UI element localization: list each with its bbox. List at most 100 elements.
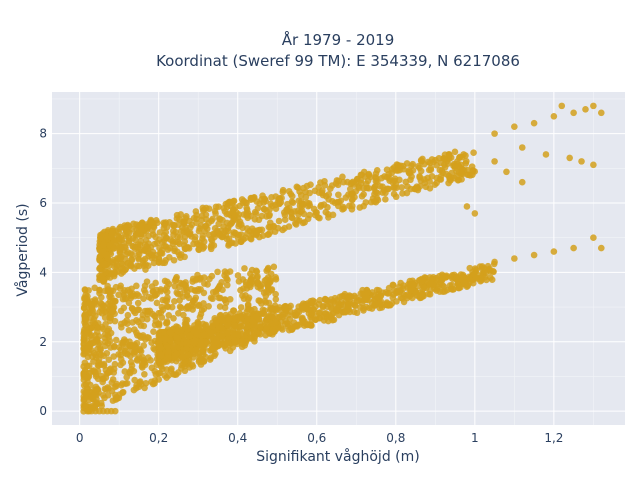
data-point <box>530 251 538 259</box>
data-point <box>231 322 238 329</box>
data-point <box>161 336 169 344</box>
data-point <box>165 311 173 319</box>
data-point <box>332 306 340 313</box>
data-point <box>163 302 171 310</box>
data-point <box>445 179 452 187</box>
data-point <box>186 332 194 340</box>
data-point <box>254 204 262 212</box>
data-point <box>170 222 178 230</box>
data-point <box>171 277 179 285</box>
data-point <box>224 330 231 337</box>
data-point <box>188 361 196 368</box>
data-point <box>175 309 182 317</box>
data-point <box>491 258 498 266</box>
data-point <box>170 315 177 322</box>
data-point <box>134 254 142 261</box>
data-point <box>131 376 138 384</box>
data-point <box>201 223 209 230</box>
data-point <box>264 231 271 238</box>
data-point <box>157 249 165 257</box>
x-tick-label: 1,2 <box>544 431 563 445</box>
data-point <box>153 299 161 307</box>
data-point <box>235 211 243 218</box>
data-point <box>398 184 405 191</box>
data-point <box>269 202 276 210</box>
data-point <box>135 248 142 256</box>
data-point <box>121 349 129 357</box>
data-point <box>290 319 298 326</box>
data-point <box>197 310 205 318</box>
data-point <box>81 286 89 294</box>
data-point <box>433 287 440 294</box>
data-point <box>344 303 352 311</box>
data-point <box>237 221 245 228</box>
data-point <box>346 202 353 210</box>
data-point <box>295 308 303 316</box>
data-point <box>201 280 208 287</box>
data-point <box>219 331 226 339</box>
data-point <box>388 165 396 173</box>
data-point <box>105 356 113 364</box>
data-point <box>108 308 116 315</box>
data-point <box>100 276 107 283</box>
data-point <box>212 203 220 211</box>
data-point <box>210 344 217 352</box>
data-point <box>386 175 393 182</box>
data-point <box>210 242 218 249</box>
data-point <box>451 148 459 156</box>
data-point <box>590 161 597 169</box>
data-point <box>89 310 97 317</box>
data-point <box>491 130 498 137</box>
data-point <box>334 181 342 189</box>
data-point <box>300 304 308 311</box>
x-tick-label: 0,6 <box>307 431 326 445</box>
data-point <box>426 280 434 288</box>
data-point <box>239 337 246 345</box>
data-point <box>241 265 248 272</box>
data-point <box>225 210 232 217</box>
data-point <box>181 253 188 261</box>
data-point <box>86 369 93 377</box>
data-point <box>190 214 198 222</box>
data-point <box>325 191 333 198</box>
data-point <box>478 265 486 273</box>
data-point <box>419 155 426 163</box>
data-point <box>439 169 447 177</box>
data-point <box>250 329 258 336</box>
data-point <box>428 172 436 180</box>
data-point <box>570 109 577 117</box>
data-point <box>244 296 252 303</box>
x-tick-label: 0,2 <box>149 431 168 445</box>
data-point <box>289 199 297 206</box>
data-point <box>360 191 367 198</box>
data-point <box>263 213 270 220</box>
data-point <box>470 149 477 156</box>
y-tick-label: 4 <box>39 265 47 279</box>
data-point <box>183 229 191 236</box>
data-point <box>111 407 119 415</box>
data-point <box>470 270 478 278</box>
data-point <box>289 214 296 222</box>
data-point <box>265 312 272 320</box>
data-point <box>232 313 239 320</box>
data-point <box>225 316 233 324</box>
data-point <box>234 272 242 279</box>
data-point <box>317 203 324 210</box>
data-point <box>307 181 314 188</box>
data-point <box>228 239 236 247</box>
data-point <box>123 294 130 302</box>
data-point <box>382 289 390 296</box>
data-point <box>350 308 358 316</box>
data-point <box>100 242 107 249</box>
data-point <box>167 337 174 345</box>
data-point <box>228 199 236 207</box>
data-point <box>155 330 163 338</box>
data-point <box>331 300 339 308</box>
data-point <box>106 298 114 305</box>
chart-title-line-1: År 1979 - 2019 <box>282 30 395 49</box>
data-point <box>382 196 389 203</box>
data-point <box>156 236 163 243</box>
data-point <box>397 162 405 170</box>
data-point <box>111 298 119 305</box>
data-point <box>196 276 204 283</box>
